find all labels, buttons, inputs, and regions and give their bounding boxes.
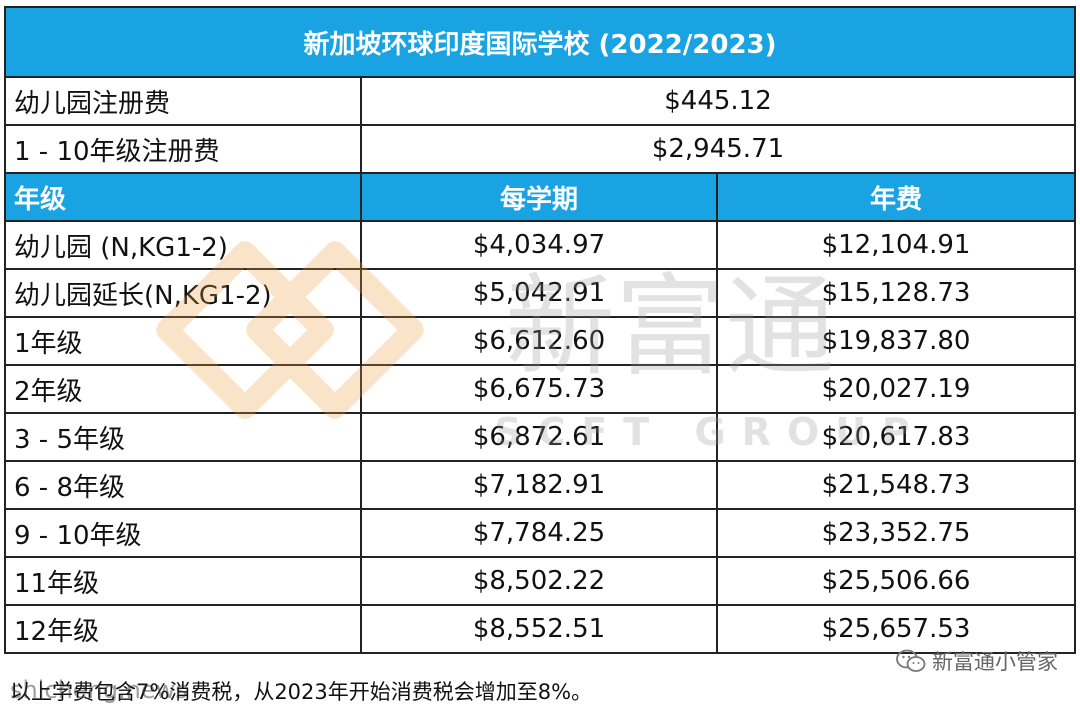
table-row: 9 - 10年级 $7,784.25 $23,352.75: [4, 508, 1076, 558]
table-row: 12年级 $8,552.51 $25,657.53: [4, 604, 1076, 654]
wechat-icon: [896, 649, 926, 672]
annual-cell: $25,506.66: [716, 556, 1076, 606]
grade-cell: 3 - 5年级: [4, 412, 362, 462]
table-row: 11年级 $8,502.22 $25,506.66: [4, 556, 1076, 606]
title-main: 新加坡环球印度国际学校: [303, 29, 590, 60]
registration-value: $445.12: [360, 76, 1076, 126]
table-row: 幼儿园延长(N,KG1-2) $5,042.91 $15,128.73: [4, 268, 1076, 318]
title-year: (2022/2023): [598, 29, 777, 60]
grade-cell: 6 - 8年级: [4, 460, 362, 510]
per-term-cell: $8,502.22: [360, 556, 718, 606]
per-term-cell: $5,042.91: [360, 268, 718, 318]
per-term-cell: $7,182.91: [360, 460, 718, 510]
registration-label: 幼儿园注册费: [4, 76, 362, 126]
header-grade: 年级: [4, 172, 362, 222]
footnote: 以上学费包含7%消费税，从2023年开始消费税会增加至8%。: [10, 680, 593, 704]
fee-table: 新加坡环球印度国际学校 (2022/2023) 幼儿园注册费 $445.12 1…: [4, 6, 1076, 654]
per-term-cell: $4,034.97: [360, 220, 718, 270]
column-header-row: 年级 每学期 年费: [4, 172, 1076, 222]
annual-cell: $25,657.53: [716, 604, 1076, 654]
wechat-badge: 新富通小管家: [896, 646, 1058, 676]
table-row: 幼儿园 (N,KG1-2) $4,034.97 $12,104.91: [4, 220, 1076, 270]
annual-cell: $20,027.19: [716, 364, 1076, 414]
grade-cell: 幼儿园 (N,KG1-2): [4, 220, 362, 270]
per-term-cell: $8,552.51: [360, 604, 718, 654]
per-term-cell: $6,675.73: [360, 364, 718, 414]
per-term-cell: $7,784.25: [360, 508, 718, 558]
registration-label: 1 - 10年级注册费: [4, 124, 362, 174]
annual-cell: $20,617.83: [716, 412, 1076, 462]
registration-row: 幼儿园注册费 $445.12: [4, 76, 1076, 126]
wechat-badge-text: 新富通小管家: [932, 650, 1058, 674]
table-row: 1年级 $6,612.60 $19,837.80: [4, 316, 1076, 366]
grade-cell: 9 - 10年级: [4, 508, 362, 558]
annual-cell: $15,128.73: [716, 268, 1076, 318]
header-per-term: 每学期: [360, 172, 718, 222]
grade-cell: 幼儿园延长(N,KG1-2): [4, 268, 362, 318]
annual-cell: $21,548.73: [716, 460, 1076, 510]
per-term-cell: $6,612.60: [360, 316, 718, 366]
table-row: 6 - 8年级 $7,182.91 $21,548.73: [4, 460, 1076, 510]
annual-cell: $19,837.80: [716, 316, 1076, 366]
registration-row: 1 - 10年级注册费 $2,945.71: [4, 124, 1076, 174]
site-watermark: shicheng.news: [10, 676, 188, 704]
grade-cell: 1年级: [4, 316, 362, 366]
annual-cell: $23,352.75: [716, 508, 1076, 558]
table-row: 2年级 $6,675.73 $20,027.19: [4, 364, 1076, 414]
per-term-cell: $6,872.61: [360, 412, 718, 462]
grade-cell: 11年级: [4, 556, 362, 606]
grade-cell: 2年级: [4, 364, 362, 414]
header-annual: 年费: [716, 172, 1076, 222]
registration-value: $2,945.71: [360, 124, 1076, 174]
table-title: 新加坡环球印度国际学校 (2022/2023): [4, 6, 1076, 78]
annual-cell: $12,104.91: [716, 220, 1076, 270]
title-row: 新加坡环球印度国际学校 (2022/2023): [4, 6, 1076, 78]
grade-cell: 12年级: [4, 604, 362, 654]
table-row: 3 - 5年级 $6,872.61 $20,617.83: [4, 412, 1076, 462]
